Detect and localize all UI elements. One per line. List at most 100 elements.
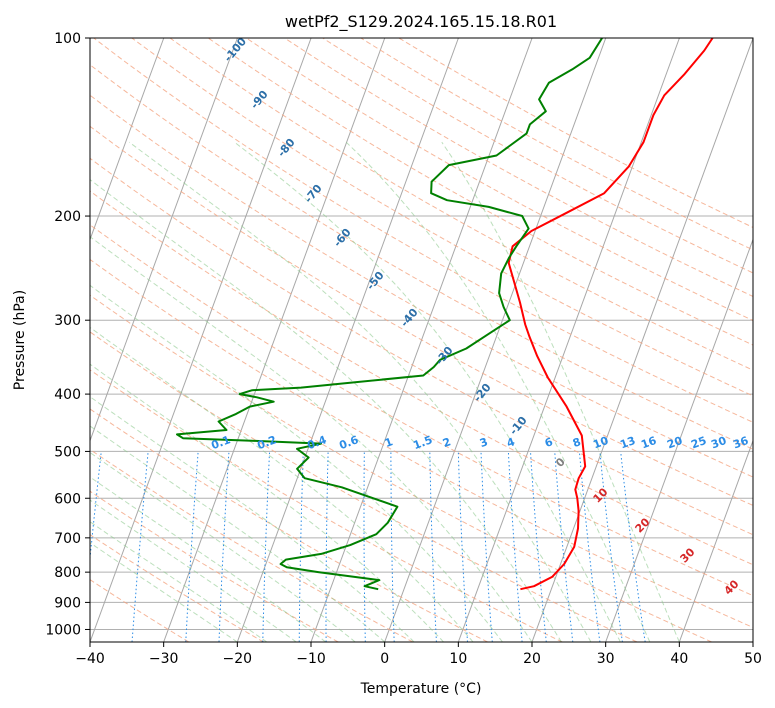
x-tick-label: −30 [149, 651, 179, 667]
moist-adiabat-line [90, 396, 415, 642]
x-tick-label: 20 [523, 651, 541, 667]
x-tick-label: −10 [296, 651, 326, 667]
mixing-ratio-label: 8 [571, 435, 583, 450]
dry-adiabat-line [90, 490, 339, 642]
dry-adiabat-line [90, 331, 638, 642]
moist-adiabat-line [90, 363, 444, 642]
mixing-ratio-label: 1.5 [411, 433, 434, 452]
dry-adiabat-line [246, 38, 753, 322]
dry-adiabat-label: -60 [331, 226, 354, 250]
dry-adiabat-line [90, 408, 488, 642]
mixing-ratio-line [578, 451, 601, 642]
x-tick-label: 10 [449, 651, 467, 667]
mixing-ratio-line [90, 451, 102, 563]
isotherm-line [163, 38, 386, 642]
x-tick-label: 30 [597, 651, 615, 667]
y-tick-label: 600 [54, 491, 81, 507]
dry-adiabat-line [90, 64, 753, 450]
plot-clip: -100-90-80-70-60-50-40-30-20-100.1 0.2 0.4… [90, 35, 753, 642]
dry-adiabat-label: -40 [398, 306, 421, 330]
y-axis-label: Pressure (hPa) [12, 290, 28, 390]
mixing-ratio-label: 2 [441, 435, 453, 450]
dry-adiabat-line [322, 38, 753, 274]
mixing-ratio-label: 13 [618, 434, 637, 451]
dry-adiabat-line [90, 369, 563, 642]
mixing-ratio-line [390, 451, 395, 642]
y-tick-label: 500 [54, 444, 81, 460]
x-tick-label: −20 [223, 651, 253, 667]
axis-ticks: −40 −30 −20 −10 0 10 20 30 40 5010020030040050060… [45, 31, 762, 667]
dry-adiabat-line [90, 190, 753, 566]
mixing-ratio-line [480, 451, 493, 642]
mixing-ratio-line [599, 451, 623, 642]
dry-adiabat-line [90, 294, 712, 642]
y-tick-label: 1000 [45, 622, 81, 638]
plot-frame [89, 37, 754, 643]
isotherm-line [752, 640, 753, 642]
y-tick-label: 300 [54, 313, 81, 329]
x-tick-label: 50 [744, 651, 762, 667]
mixing-ratio-line [457, 451, 468, 642]
mixing-ratio-label: 0.4 [305, 433, 328, 452]
mixing-ratio-label: 16 [639, 434, 658, 452]
moist-adiabat-line [90, 542, 238, 642]
isotherm-line [457, 38, 680, 642]
isotherm-line [236, 38, 459, 642]
mixing-ratio-label: 4 [505, 435, 517, 450]
y-tick-label: 700 [54, 531, 81, 547]
y-tick-label: 800 [54, 565, 81, 581]
x-tick-label: −40 [75, 651, 105, 667]
dry-adiabat-line [90, 579, 190, 642]
isotherm-line [90, 38, 165, 241]
moist-adiabat-label: 10 [591, 485, 611, 505]
isotherm-line [678, 439, 753, 642]
dry-adiabat-label: -100 [221, 35, 249, 65]
moist-adiabat-label: 0 [553, 455, 568, 470]
dry-adiabat-label: -90 [248, 88, 271, 112]
dry-adiabat-line [93, 38, 753, 423]
mixing-ratio-line [620, 451, 646, 642]
plot-area: -100-90-80-70-60-50-40-30-20-100.1 0.2 0.4… [89, 35, 754, 643]
mixing-ratio-line [325, 451, 329, 642]
mixing-ratio-line [429, 451, 437, 642]
dry-adiabat-label: -70 [302, 182, 325, 206]
mixing-ratio-line [131, 451, 149, 642]
x-tick-label: 40 [670, 651, 688, 667]
moist-adiabat-line [129, 141, 592, 642]
moist-adiabat-label: 20 [633, 515, 653, 535]
isotherm-line [90, 38, 238, 443]
moist-adiabat-label: 30 [678, 545, 698, 565]
moist-adiabat-line [90, 236, 533, 642]
y-tick-label: 100 [54, 31, 81, 47]
mixing-ratio-label: 30 [709, 434, 728, 452]
dry-adiabat-line [90, 157, 753, 536]
mixing-ratio-label: 1 [383, 435, 395, 450]
mixing-ratio-label: 3 [478, 435, 490, 450]
y-tick-label: 900 [54, 595, 81, 611]
mixing-ratio-line [218, 451, 230, 642]
moist-adiabat-line [345, 141, 651, 642]
mixing-ratio-label: 36 [731, 434, 750, 452]
chart-title: wetPf2_S129.2024.165.15.18.R01 [285, 12, 557, 32]
isotherm-line [384, 38, 607, 642]
isotherm-line [90, 38, 312, 642]
x-axis-label: Temperature (°C) [360, 681, 482, 697]
moist-adiabat-line [441, 141, 680, 642]
moist-adiabat-line [234, 141, 621, 642]
dry-adiabat-line [398, 38, 753, 228]
dry-adiabat-line [90, 125, 753, 507]
isotherm-line [605, 238, 753, 642]
temperature-profile-line [507, 38, 714, 591]
mixing-ratio-label: 0.2 [255, 433, 278, 452]
dry-adiabat-line [90, 224, 753, 597]
moist-adiabat-line [90, 521, 268, 642]
dry-adiabat-line [90, 94, 753, 478]
y-tick-label: 400 [54, 387, 81, 403]
dry-adiabat-line [90, 534, 264, 642]
dry-adiabat-line [284, 38, 753, 298]
y-tick-label: 200 [54, 209, 81, 225]
x-tick-label: 0 [380, 651, 389, 667]
mixing-ratio-label: 20 [665, 434, 684, 452]
mixing-ratio-line [554, 451, 574, 642]
